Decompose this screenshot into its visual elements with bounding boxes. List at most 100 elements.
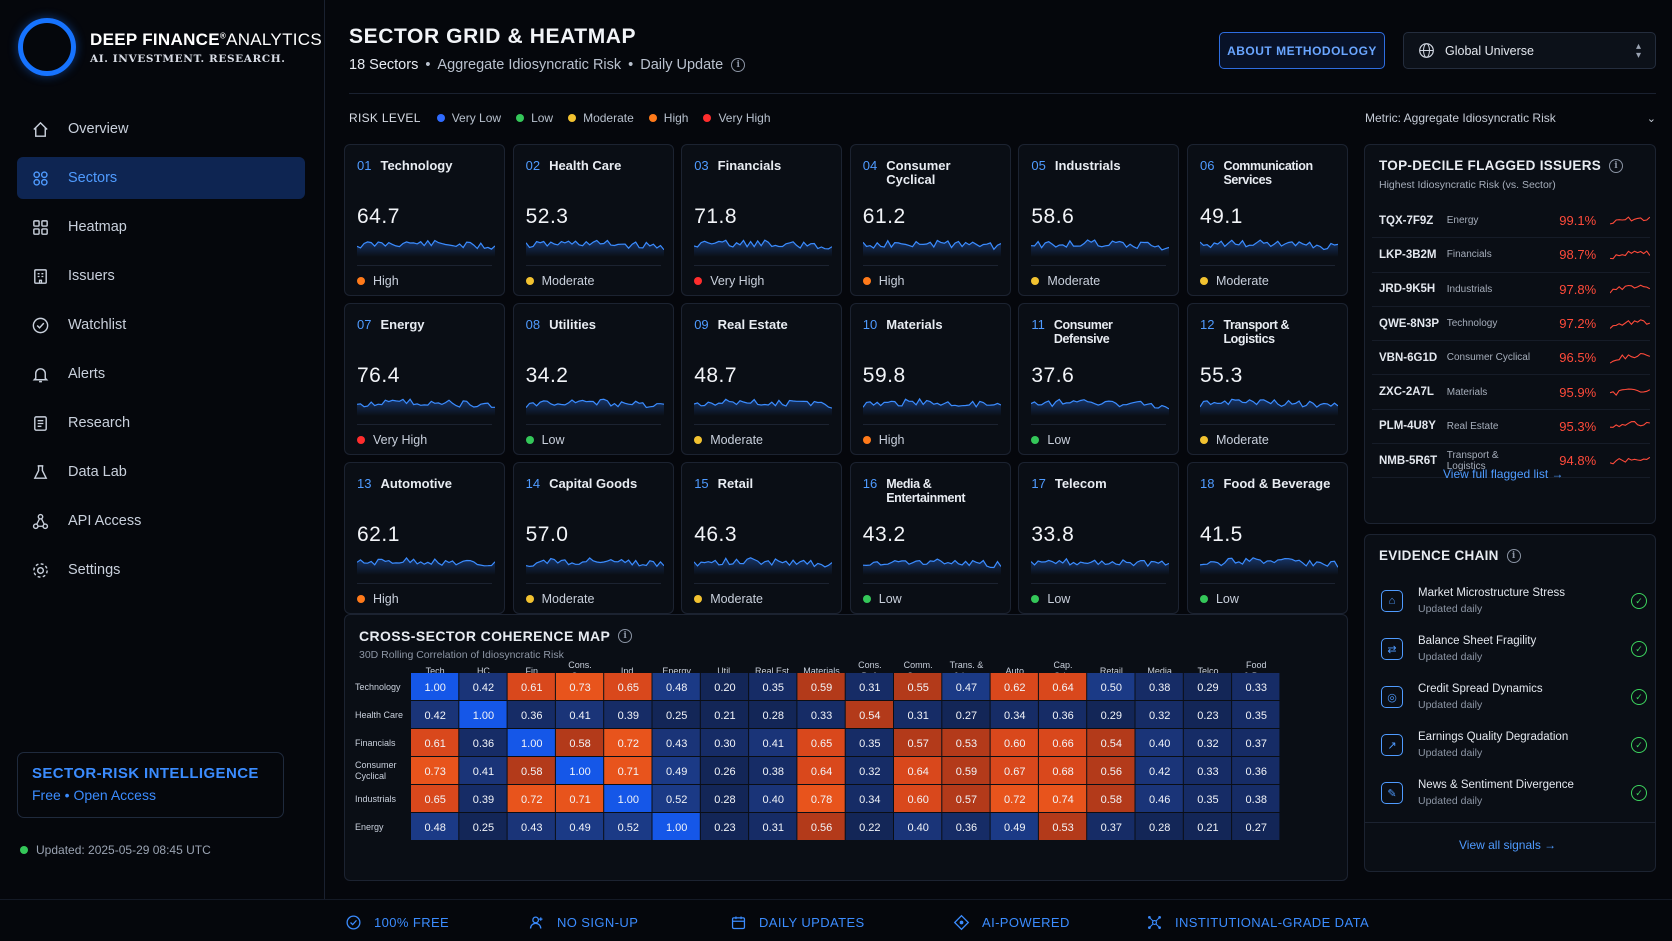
flagged-row[interactable]: LKP-3B2M Financials 98.7% bbox=[1372, 238, 1650, 273]
info-icon[interactable]: i bbox=[1506, 548, 1521, 563]
sector-card[interactable]: 16 Media & Entertainment 43.2 Low bbox=[849, 462, 1011, 614]
check-circle-icon bbox=[345, 914, 362, 931]
flagged-row[interactable]: TQX-7F9Z Energy 99.1% bbox=[1372, 204, 1650, 239]
heatmap-cell bbox=[1038, 813, 1087, 840]
sidebar-item-research[interactable]: Research bbox=[17, 402, 305, 444]
sector-card[interactable]: 08 Utilities 34.2 Low bbox=[512, 303, 674, 455]
sector-card[interactable]: 09 Real Estate 48.7 Moderate bbox=[681, 303, 843, 455]
heatmap-cell-value: 0.46 bbox=[1149, 794, 1170, 806]
evidence-row[interactable]: ↗ Earnings Quality Degradation Updated dai… bbox=[1377, 721, 1647, 769]
sidebar-item-overview[interactable]: Overview bbox=[17, 108, 305, 150]
sector-card[interactable]: 12 Transport & Logistics 55.3 Moderate bbox=[1186, 303, 1348, 455]
heatmap-cell-value: 0.29 bbox=[1101, 710, 1122, 722]
eye-icon bbox=[29, 314, 51, 336]
sector-card[interactable]: 18 Food & Beverage 41.5 Low bbox=[1186, 462, 1348, 614]
heatmap-cell-value: 0.48 bbox=[424, 822, 445, 834]
about-methodology-button[interactable]: ABOUT METHODOLOGY bbox=[1219, 32, 1385, 69]
sector-card[interactable]: 06 Communication Services 49.1 Moderate bbox=[1186, 144, 1348, 296]
sidebar-item-data-lab[interactable]: Data Lab bbox=[17, 451, 305, 493]
sidebar-item-heatmap[interactable]: Heatmap bbox=[17, 206, 305, 248]
heatmap-cell bbox=[555, 673, 604, 700]
sidebar-item-settings[interactable]: Settings bbox=[17, 549, 305, 591]
evidence-row[interactable]: ⌂ Market Microstructure Stress Updated dai… bbox=[1377, 577, 1647, 625]
check-circle-icon: ✓ bbox=[1631, 785, 1647, 801]
heatmap-cell-value: 0.43 bbox=[666, 738, 687, 750]
sector-value: 33.8 bbox=[1031, 523, 1075, 546]
issuer-sparkline bbox=[1610, 456, 1650, 465]
heatmap-cell bbox=[894, 785, 942, 812]
flagged-row[interactable]: PLM-4U8Y Real Estate 95.3% bbox=[1372, 410, 1650, 445]
row-header: Cyclical bbox=[355, 771, 386, 781]
heatmap-cell bbox=[942, 701, 990, 728]
sector-card-header: 16 Media & Entertainment bbox=[863, 477, 1002, 506]
sector-card[interactable]: 04 Consumer Cyclical 61.2 High bbox=[849, 144, 1011, 296]
sector-card-header: 09 Real Estate bbox=[694, 318, 833, 332]
heatmap-cell bbox=[990, 673, 1038, 700]
heatmap-cell-value: 0.32 bbox=[859, 766, 880, 778]
issuer-percentile: 95.3% bbox=[1559, 418, 1597, 434]
heatmap-cell bbox=[604, 701, 652, 728]
heatmap-cell bbox=[459, 673, 507, 700]
metric-select[interactable]: Metric: Aggregate Idiosyncratic Risk ⌄ bbox=[1365, 111, 1656, 125]
heatmap-cell-value: 0.35 bbox=[1197, 794, 1218, 806]
sidebar-item-alerts[interactable]: Alerts bbox=[17, 353, 305, 395]
sector-card[interactable]: 13 Automotive 62.1 High bbox=[344, 462, 505, 614]
heatmap-cell bbox=[1038, 785, 1087, 812]
evidence-row[interactable]: ✎ News & Sentiment Divergence Updated dail… bbox=[1377, 769, 1647, 817]
sector-card[interactable]: 17 Telecom 33.8 Low bbox=[1018, 462, 1180, 614]
universe-select[interactable]: Global Universe ▴ ▾ bbox=[1403, 32, 1656, 69]
issuer-sector: Technology bbox=[1446, 318, 1498, 330]
sector-value: 55.3 bbox=[1199, 364, 1243, 387]
sparkline-area bbox=[694, 399, 833, 416]
sector-value: 71.8 bbox=[694, 205, 738, 228]
card-divider bbox=[1199, 424, 1335, 425]
flagged-row[interactable]: NMB-5R6T Transport & Logistics 94.8% bbox=[1372, 444, 1650, 479]
evidence-row[interactable]: ◎ Credit Spread Dynamics Updated daily ✓ bbox=[1377, 673, 1647, 721]
view-signals-link[interactable]: View all signals → bbox=[1459, 838, 1557, 852]
sector-card[interactable]: 01 Technology 64.7 High bbox=[344, 144, 505, 296]
flagged-row[interactable]: VBN-6G1D Consumer Cyclical 96.5% bbox=[1372, 341, 1650, 376]
sparkline bbox=[357, 557, 495, 575]
sector-card[interactable]: 10 Materials 59.8 High bbox=[849, 303, 1011, 455]
sector-card[interactable]: 07 Energy 76.4 Very High bbox=[344, 303, 505, 455]
sidebar-item-api-access[interactable]: API Access bbox=[17, 500, 305, 542]
issuer-id: NMB-5R6T bbox=[1379, 454, 1438, 467]
sidebar-item-issuers[interactable]: Issuers bbox=[17, 255, 305, 297]
flagged-row[interactable]: ZXC-2A7L Materials 95.9% bbox=[1372, 375, 1650, 410]
heatmap-cell bbox=[942, 785, 990, 812]
risk-dot-icon bbox=[694, 436, 703, 444]
heatmap-cell bbox=[1183, 813, 1232, 840]
heatmap-cell bbox=[411, 729, 459, 756]
sector-card[interactable]: 05 Industrials 58.6 Moderate bbox=[1018, 144, 1180, 296]
sparkline bbox=[1031, 398, 1170, 416]
info-icon[interactable]: i bbox=[731, 58, 746, 72]
view-flagged-link[interactable]: View full flagged list → bbox=[1443, 467, 1564, 481]
sector-card[interactable]: 03 Financials 71.8 Very High bbox=[681, 144, 843, 296]
sidebar-item-watchlist[interactable]: Watchlist bbox=[17, 304, 305, 346]
sidebar-item-label: Issuers bbox=[68, 268, 115, 284]
sector-card[interactable]: 14 Capital Goods 57.0 Moderate bbox=[512, 462, 674, 614]
home-icon bbox=[29, 118, 51, 140]
sparkline-area bbox=[1199, 399, 1338, 416]
heatmap-cell-value: 0.27 bbox=[956, 710, 977, 722]
heatmap-cell bbox=[652, 729, 700, 756]
sector-name: Materials bbox=[886, 317, 943, 332]
evidence-row[interactable]: ⇄ Balance Sheet Fragility Updated daily ✓ bbox=[1377, 625, 1647, 673]
flagged-issuers-panel: TOP-DECILE FLAGGED ISSUERS i Highest Idi… bbox=[1364, 144, 1656, 524]
logo[interactable]: DEEP FINANCE®ANALYTICS AI. INVESTMENT. R… bbox=[18, 18, 322, 76]
flagged-row[interactable]: JRD-9K5H Industrials 97.8% bbox=[1372, 273, 1650, 307]
sparkline bbox=[694, 398, 833, 416]
flagged-row[interactable]: QWE-8N3P Technology 97.2% bbox=[1372, 307, 1650, 342]
issuer-percentile: 94.8% bbox=[1559, 453, 1597, 469]
sidebar-item-sectors[interactable]: Sectors bbox=[17, 157, 305, 199]
info-icon[interactable]: i bbox=[618, 629, 633, 643]
info-icon[interactable]: i bbox=[1609, 158, 1624, 173]
calendar-icon bbox=[730, 914, 747, 931]
sector-card[interactable]: 11 Consumer Defensive 37.6 Low bbox=[1018, 303, 1180, 455]
card-divider bbox=[525, 424, 661, 425]
legend-item: Moderate bbox=[568, 111, 634, 125]
sector-card[interactable]: 15 Retail 46.3 Moderate bbox=[681, 462, 843, 614]
promo-box[interactable]: SECTOR-RISK INTELLIGENCE Free • Open Acc… bbox=[17, 752, 284, 818]
heatmap-cell-value: 0.36 bbox=[473, 738, 494, 750]
sector-card[interactable]: 02 Health Care 52.3 Moderate bbox=[512, 144, 674, 296]
